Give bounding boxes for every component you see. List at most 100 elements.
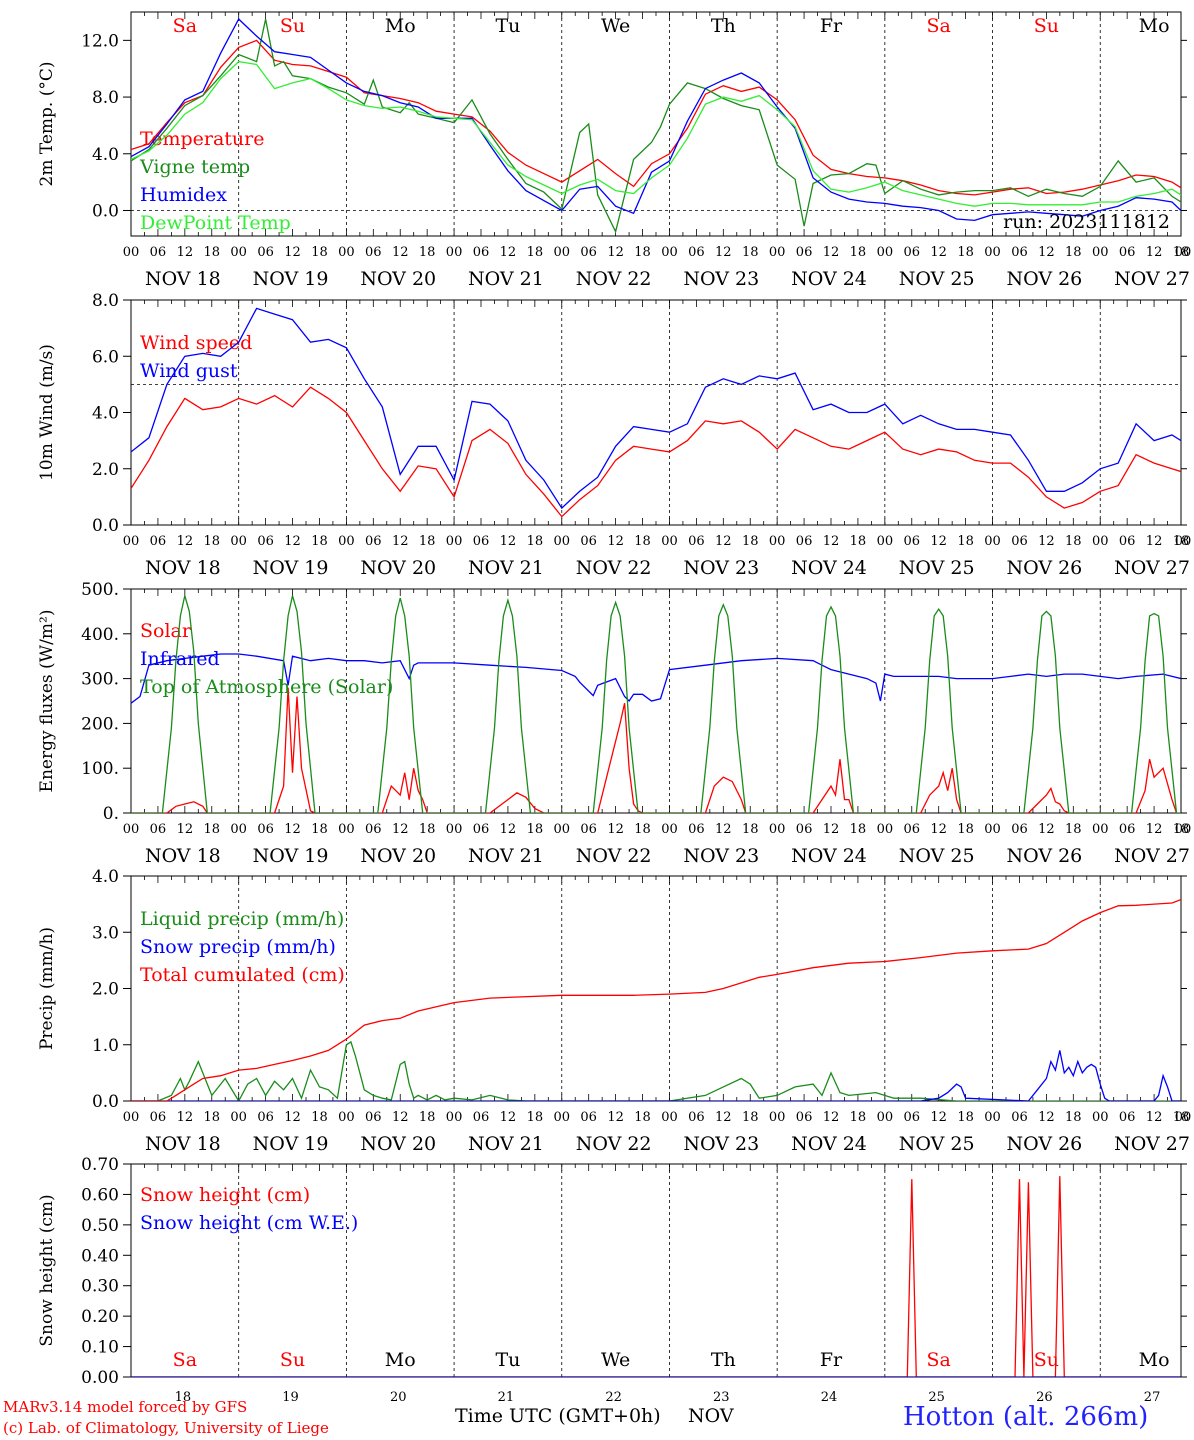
hour-tick-label: 06 — [150, 534, 167, 549]
day-name-label: Fr — [820, 15, 843, 37]
hour-tick-label: 12 — [823, 822, 840, 837]
date-label: NOV 20 — [360, 845, 436, 867]
hour-tick-label: 00 — [1092, 822, 1109, 837]
hour-tick-label: 00 — [553, 822, 570, 837]
hour-tick-label: 06 — [1011, 534, 1028, 549]
hour-tick-label: 12 — [500, 534, 517, 549]
y-tick-label: 0.60 — [81, 1185, 119, 1205]
day-name-label: Sa — [927, 1349, 951, 1371]
y-tick-label: 0.10 — [81, 1338, 119, 1358]
day-name-label: We — [601, 15, 630, 37]
day-name-label: Su — [280, 1349, 305, 1371]
y-tick-label: 0.0 — [92, 1092, 119, 1112]
hour-tick-label: 12 — [930, 1110, 947, 1125]
hour-tick-label: 00 — [769, 534, 786, 549]
day-name-label: Tu — [495, 1349, 520, 1371]
day-name-label: Mo — [1139, 1349, 1170, 1371]
date-label: NOV 21 — [468, 845, 544, 867]
hour-tick-label: 06 — [580, 822, 597, 837]
hour-tick-label: 00 — [1175, 245, 1192, 260]
hour-tick-label: 00 — [446, 534, 463, 549]
day-name-label: Mo — [1139, 15, 1170, 37]
y-axis-label: Precip (mm/h) — [37, 927, 57, 1050]
hour-tick-label: 00 — [230, 534, 247, 549]
series-line-snow-height-cm- — [131, 1176, 1181, 1377]
date-label: NOV 22 — [576, 557, 652, 579]
plot-frame-1 — [130, 299, 1182, 526]
day-name-label: Sa — [173, 15, 197, 37]
hour-tick-label: 06 — [257, 534, 274, 549]
hour-tick-label: 12 — [715, 1110, 732, 1125]
date-label: NOV 24 — [791, 845, 867, 867]
hour-tick-label: 12 — [500, 1110, 517, 1125]
legend-label: Wind speed — [140, 332, 252, 354]
hour-tick-label: 18 — [742, 822, 759, 837]
day-name-label: Sa — [173, 1349, 197, 1371]
date-label: NOV 27 — [1114, 557, 1190, 579]
series-line-infrared — [131, 653, 1181, 704]
hour-tick-label: 00 — [984, 1110, 1001, 1125]
legend-label: Solar — [140, 620, 192, 642]
hour-tick-label: 06 — [473, 534, 490, 549]
day-name-label: Su — [1034, 15, 1059, 37]
hour-tick-label: 18 — [1065, 822, 1082, 837]
hour-tick-label: 06 — [688, 1110, 705, 1125]
date-label: NOV 25 — [899, 845, 975, 867]
hour-tick-label: 12 — [823, 1110, 840, 1125]
hour-tick-label: 18 — [203, 822, 220, 837]
hour-tick-label: 18 — [850, 822, 867, 837]
hour-tick-label: 18 — [634, 534, 651, 549]
hour-tick-label: 00 — [123, 534, 140, 549]
hour-tick-label: 06 — [257, 245, 274, 260]
date-label: NOV 22 — [576, 268, 652, 290]
hour-tick-label: 12 — [823, 245, 840, 260]
day-name-label: Su — [1034, 1349, 1059, 1371]
credit-model: MARv3.14 model forced by GFS — [3, 1398, 248, 1416]
series-line-snow-precip-mm-h- — [131, 1050, 1181, 1101]
hour-tick-label: 06 — [903, 822, 920, 837]
hour-tick-label: 12 — [823, 534, 840, 549]
plot-frame-0 — [130, 11, 1182, 237]
hour-tick-label: 06 — [1119, 1110, 1136, 1125]
hour-tick-label: 00 — [446, 1110, 463, 1125]
hour-tick-label: 12 — [500, 822, 517, 837]
hour-tick-label: 18 — [742, 534, 759, 549]
legend-label: Wind gust — [140, 360, 238, 382]
hour-tick-label: 18 — [1065, 245, 1082, 260]
legend-label: Snow height (cm W.E.) — [140, 1212, 358, 1234]
date-label: NOV 25 — [899, 268, 975, 290]
date-label: NOV 26 — [1006, 268, 1082, 290]
hour-tick-label: 00 — [769, 1110, 786, 1125]
series-line-wind-speed — [131, 386, 1181, 518]
hour-tick-label: 12 — [177, 822, 194, 837]
hour-tick-label: 18 — [957, 822, 974, 837]
date-label: NOV 27 — [1114, 1133, 1190, 1155]
y-tick-label: 4.0 — [92, 867, 119, 887]
hour-tick-label: 18 — [311, 1110, 328, 1125]
hour-tick-label: 18 — [1065, 534, 1082, 549]
date-label: NOV 25 — [899, 1133, 975, 1155]
date-number-label: 25 — [928, 1390, 945, 1405]
series-line-top-of-atmosphere-solar- — [131, 595, 1181, 813]
hour-tick-label: 12 — [500, 245, 517, 260]
hour-tick-label: 06 — [688, 245, 705, 260]
date-label: NOV 24 — [791, 268, 867, 290]
date-number-label: 27 — [1144, 1390, 1161, 1405]
hour-tick-label: 12 — [607, 822, 624, 837]
hour-tick-label: 12 — [607, 1110, 624, 1125]
hour-tick-label: 12 — [607, 245, 624, 260]
hour-tick-label: 00 — [230, 1110, 247, 1125]
hour-tick-label: 00 — [661, 534, 678, 549]
date-label: NOV 23 — [683, 268, 759, 290]
hour-tick-label: 18 — [419, 1110, 436, 1125]
date-label: NOV 21 — [468, 557, 544, 579]
credit-lab: (c) Lab. of Climatology, University of L… — [3, 1419, 329, 1437]
hour-tick-label: 12 — [392, 245, 409, 260]
hour-tick-label: 12 — [392, 534, 409, 549]
hour-tick-label: 18 — [1173, 245, 1190, 260]
hour-tick-label: 12 — [715, 245, 732, 260]
hour-tick-label: 00 — [1175, 534, 1192, 549]
y-tick-label: 3.0 — [92, 923, 119, 943]
date-label: NOV 18 — [145, 845, 221, 867]
hour-tick-label: 12 — [284, 534, 301, 549]
